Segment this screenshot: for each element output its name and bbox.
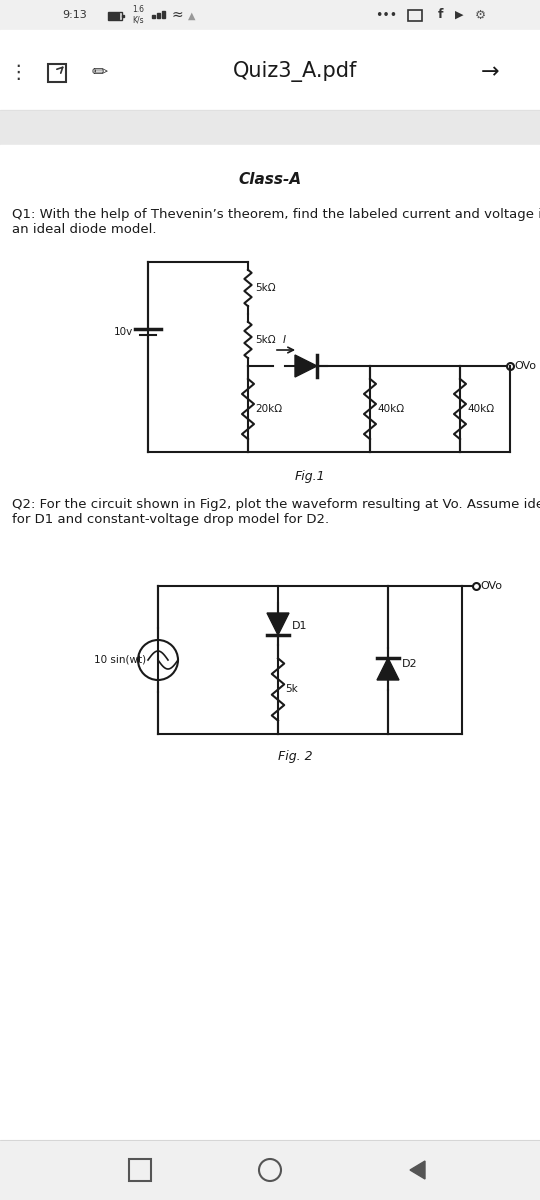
Text: 5kΩ: 5kΩ [255,283,275,293]
Text: D2: D2 [402,659,417,670]
Bar [0,30,540,110]
Text: Class-A: Class-A [239,173,301,187]
Text: ▶: ▶ [455,10,463,20]
Polygon shape [267,613,289,635]
Text: ▲: ▲ [188,11,195,20]
Polygon shape [410,1162,425,1178]
Text: •••: ••• [375,8,397,22]
Bar [109,13,119,19]
Text: ⋮: ⋮ [8,62,28,82]
Bar [162,11,165,18]
Bar [122,14,124,17]
Text: D1: D1 [292,622,307,631]
Text: ⚙: ⚙ [475,8,486,22]
Bar [0,0,540,30]
Text: f: f [438,8,443,22]
Text: 40kΩ: 40kΩ [467,404,494,414]
Bar [108,12,122,20]
Bar [0,110,540,145]
Bar [408,10,422,20]
Bar [152,14,155,18]
Text: 10v: 10v [114,326,133,337]
Text: ≈: ≈ [172,8,184,22]
Bar [157,13,160,18]
Text: ✏: ✏ [92,62,108,82]
Bar [48,64,66,82]
Text: Fig.1: Fig.1 [295,470,325,482]
Text: 5kΩ: 5kΩ [255,335,275,346]
Polygon shape [295,355,317,377]
Text: 1.6
K/s: 1.6 K/s [132,5,144,25]
Text: 9:13: 9:13 [63,10,87,20]
Text: Q1: With the help of Thevenin’s theorem, find the labeled current and voltage in: Q1: With the help of Thevenin’s theorem,… [12,208,540,236]
Polygon shape [377,658,399,680]
Bar [129,1159,151,1181]
Bar [0,1140,540,1200]
Text: 5k: 5k [285,684,298,695]
Bar [0,145,540,1200]
Text: 10 sin(wt): 10 sin(wt) [94,655,146,665]
Text: I: I [282,335,286,346]
Text: Quiz3_A.pdf: Quiz3_A.pdf [233,61,357,83]
Text: 40kΩ: 40kΩ [377,404,404,414]
Text: OVo: OVo [480,581,502,590]
Text: →: → [481,62,500,82]
Text: 20kΩ: 20kΩ [255,404,282,414]
Text: OVo: OVo [514,361,536,371]
Text: Q2: For the circuit shown in Fig2, plot the waveform resulting at Vo. Assume ide: Q2: For the circuit shown in Fig2, plot … [12,498,540,526]
Text: Fig. 2: Fig. 2 [278,750,312,763]
